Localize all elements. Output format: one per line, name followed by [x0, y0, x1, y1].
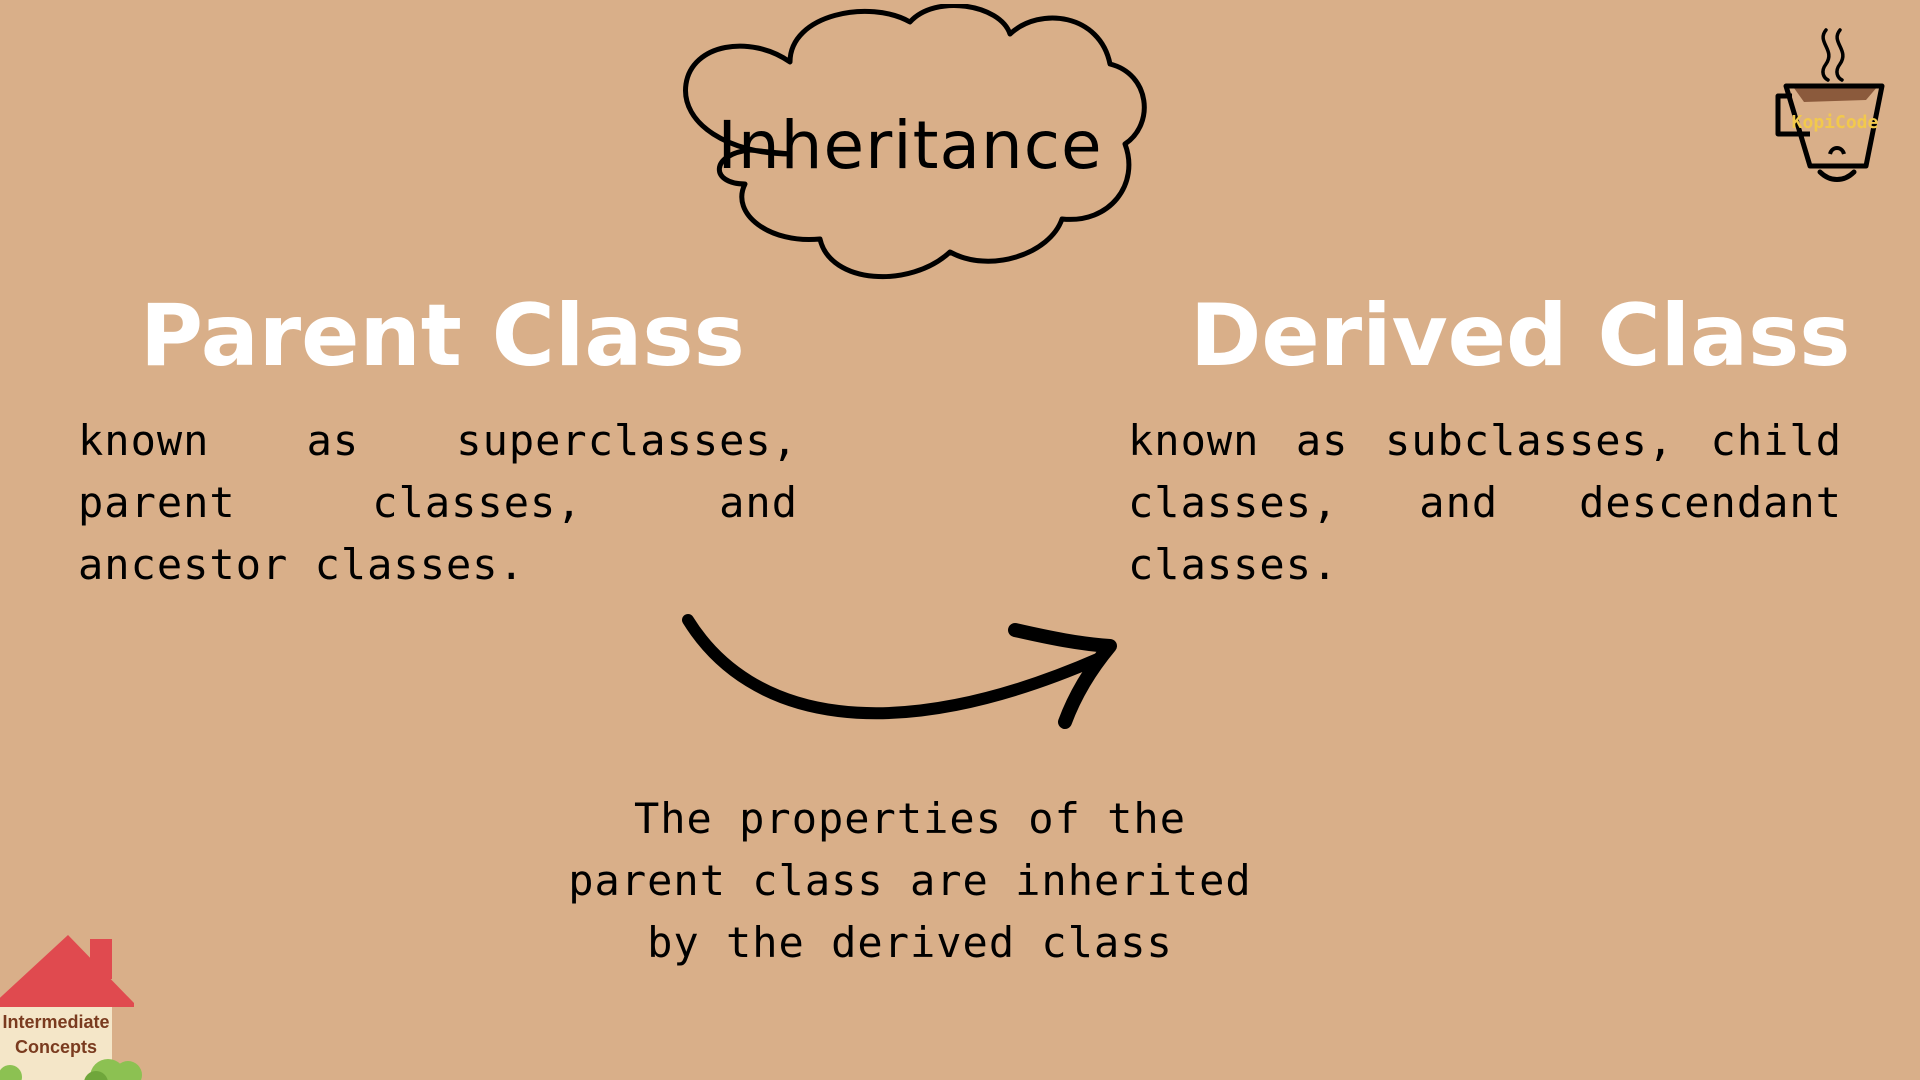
coffee-cup-icon [1775, 28, 1885, 182]
caption-line: by the derived class [647, 918, 1173, 967]
kopicode-logo-text: KopiCode [1791, 112, 1879, 133]
inheritance-arrow-icon [682, 614, 1117, 729]
intermediate-concepts-badge: Intermediate Concepts [0, 1010, 112, 1060]
badge-line: Intermediate [2, 1012, 110, 1032]
badge-line: Concepts [14, 1037, 97, 1057]
derived-class-heading: Derived Class [1190, 286, 1851, 386]
caption-line: The properties of the [633, 794, 1186, 843]
parent-class-heading: Parent Class [140, 286, 745, 386]
inheritance-caption: The properties of the parent class are i… [520, 788, 1300, 974]
derived-class-description: known as subclasses, child classes, and … [1128, 416, 1842, 589]
house-icon [0, 935, 142, 1080]
caption-line: parent class are inherited [568, 856, 1252, 905]
cloud-shape [683, 4, 1147, 280]
parent-class-description: known as superclasses, parent classes, a… [78, 416, 798, 589]
diagram-title: Inheritance [717, 107, 1103, 184]
